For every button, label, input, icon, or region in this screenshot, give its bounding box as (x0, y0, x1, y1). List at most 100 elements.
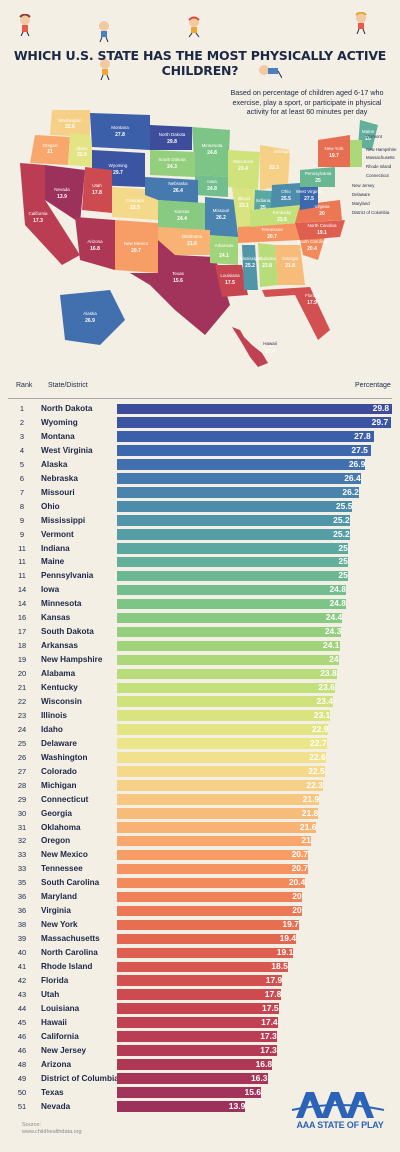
table-row: 38 New York 19.7 (8, 918, 392, 932)
state-hawaii (232, 327, 268, 367)
value-label: 16.3 (250, 1072, 268, 1083)
value-label: 21 (301, 835, 311, 846)
rank-label: 38 (17, 920, 27, 930)
map-label-arkansas: Arkansas (215, 243, 235, 248)
map-value-oregon: 21 (47, 149, 53, 155)
child-doodle-icon (19, 14, 31, 36)
map-value-kentucky: 23.6 (277, 217, 287, 223)
state-south-dakota (150, 150, 195, 177)
state-label: North Dakota (41, 404, 93, 413)
rank-label: 19 (17, 655, 27, 665)
map-value-south-carolina: 20.4 (307, 246, 317, 252)
map-label-wisconsin: Wisconsin (233, 159, 254, 164)
data-bar (117, 654, 339, 666)
table-row: 40 North Carolina 19.1 (8, 946, 392, 960)
rank-label: 11 (18, 571, 26, 581)
map-value-oklahoma: 21.6 (187, 241, 197, 247)
rank-label: 46 (17, 1045, 27, 1055)
state-georgia (275, 245, 305, 285)
rank-label: 23 (17, 710, 27, 720)
state-label: Virginia (41, 906, 71, 916)
map-label-new-york: New York (324, 146, 344, 151)
table-row: 1 North Dakota 29.8 (8, 402, 393, 416)
state-alabama (258, 243, 278, 287)
map-label-ohio: Ohio (281, 189, 291, 194)
rank-label: 5 (19, 459, 25, 469)
state-iowa (195, 175, 228, 197)
table-row: 51 Nevada 13.9 (8, 1100, 392, 1114)
state-label: Nevada (41, 1101, 71, 1111)
data-bar (117, 905, 302, 917)
state-label: Maryland (41, 892, 77, 902)
rank-label: 46 (17, 1031, 27, 1041)
data-bar (117, 877, 306, 889)
table-row: 27 Colorado 22.5 (8, 765, 392, 779)
map-label-oklahoma: Oklahoma (182, 234, 203, 239)
rank-label: 18 (17, 641, 27, 651)
state-label: Florida (41, 975, 69, 985)
value-label: 22.6 (309, 751, 326, 762)
state-label: Nebraska (41, 473, 78, 483)
rank-label: 11 (18, 543, 26, 553)
table-row: 4 West Virginia 27.5 (8, 444, 392, 458)
value-label: 22.7 (310, 737, 327, 748)
value-label: 24.8 (329, 584, 346, 595)
data-bar (117, 808, 319, 819)
value-label: 25 (338, 570, 348, 581)
table-row: 7 Missouri 26.2 (8, 486, 392, 500)
rank-label: 6 (19, 473, 25, 483)
data-bar (117, 598, 346, 610)
value-label: 17.3 (260, 1030, 277, 1041)
table-row: 31 Oklahoma 21.6 (8, 821, 392, 835)
value-label: 25.2 (333, 514, 350, 525)
table-row: 46 California 17.3 (8, 1030, 392, 1044)
data-bar (117, 961, 288, 972)
state-montana (90, 113, 150, 150)
state-new-england (350, 140, 362, 167)
data-bar (117, 710, 331, 721)
map-label-kansas: Kansas (174, 209, 190, 214)
data-bar (117, 556, 348, 568)
rank-label: 17 (17, 627, 27, 637)
map-label-hawaii: Hawaii (263, 341, 277, 346)
map-value-arizona: 16.8 (90, 246, 100, 252)
value-label: 22.3 (306, 779, 323, 790)
table-row: 2 Wyoming 29.7 (8, 416, 392, 430)
state-texas (130, 240, 230, 335)
value-label: 25.5 (335, 500, 353, 511)
data-bar (117, 919, 299, 931)
state-washington (50, 110, 90, 137)
map-label-indiana: Indiana (256, 198, 271, 203)
data-bar (117, 570, 348, 582)
value-label: 21.6 (299, 821, 317, 832)
callout-new-hampshire: New Hampshire (366, 147, 397, 152)
rank-label: 33 (17, 864, 27, 874)
map-value-wyoming: 29.7 (113, 170, 123, 176)
table-row: 8 Ohio 25.5 (8, 500, 392, 514)
state-label: Massachusetts (41, 934, 100, 944)
state-wisconsin (228, 150, 260, 190)
map-label-mississippi: Mississippi (239, 256, 261, 261)
state-kansas (158, 200, 205, 230)
value-label: 17.5 (262, 1002, 279, 1013)
rank-label: 20 (17, 669, 27, 679)
map-label-nevada: Nevada (54, 187, 70, 192)
map-value-florida: 17.9 (307, 300, 317, 306)
map-value-michigan: 22.3 (269, 165, 279, 171)
value-label: 17.8 (264, 988, 282, 999)
data-bar (117, 640, 340, 652)
state-label: Alaska (41, 459, 68, 469)
table-row: 49 District of Columbia 16.3 (8, 1072, 392, 1086)
map-value-louisiana: 17.5 (225, 280, 235, 286)
rank-label: 8 (19, 501, 25, 511)
state-illinois (232, 187, 255, 235)
value-label: 20.4 (288, 877, 306, 888)
map-value-california: 17.3 (33, 218, 43, 224)
state-label: West Virginia (41, 445, 93, 455)
map-label-nebraska: Nebraska (168, 181, 188, 186)
map-label-wyoming: Wyoming (109, 163, 128, 168)
map-label-illinois: Illinois (238, 196, 251, 201)
table-row: 21 Kentucky 23.6 (8, 681, 392, 695)
table-row: 6 Nebraska 26.4 (8, 472, 392, 486)
table-row: 36 Virginia 20 (8, 904, 392, 918)
